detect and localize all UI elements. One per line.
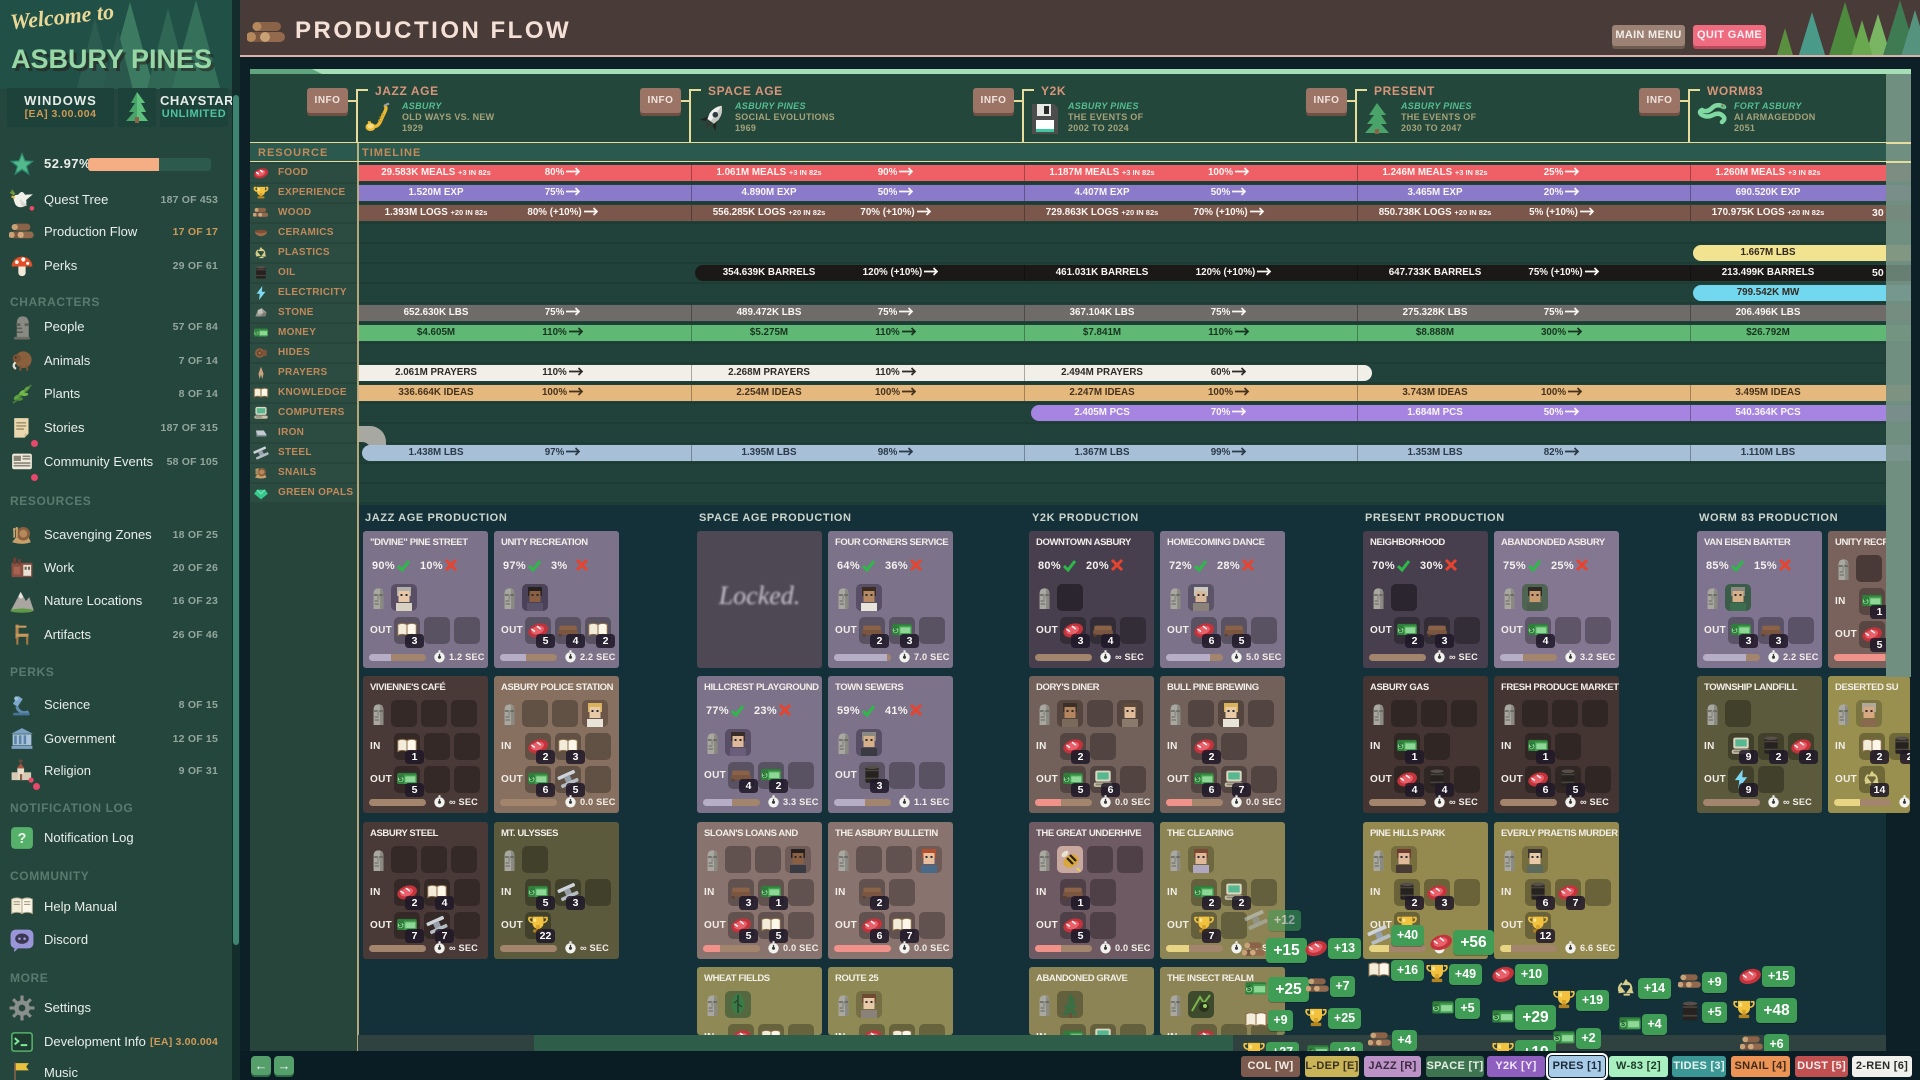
svg-text:$: $ [763, 889, 767, 896]
svg-text:$: $ [1247, 984, 1251, 993]
svg-text:$: $ [399, 776, 403, 783]
svg-text:$: $ [1494, 1012, 1498, 1021]
svg-text:$: $ [1399, 627, 1403, 634]
svg-text:$: $ [763, 772, 767, 779]
svg-text:$: $ [1434, 1003, 1438, 1012]
svg-text:$: $ [1065, 1034, 1069, 1035]
svg-text:$: $ [1065, 776, 1069, 783]
svg-text:$: $ [1733, 627, 1737, 634]
svg-text:$: $ [1864, 598, 1868, 605]
svg-text:$: $ [894, 627, 898, 634]
svg-text:$: $ [530, 889, 534, 896]
svg-text:$: $ [1530, 743, 1534, 750]
svg-text:$: $ [1555, 1033, 1559, 1042]
svg-text:$: $ [530, 776, 534, 783]
svg-text:$: $ [1196, 776, 1200, 783]
svg-text:$: $ [255, 330, 258, 336]
svg-text:$: $ [1196, 889, 1200, 896]
svg-text:$: $ [1530, 627, 1534, 634]
svg-text:$: $ [399, 922, 403, 929]
svg-text:?: ? [18, 831, 27, 847]
svg-text:$: $ [1621, 1019, 1625, 1028]
svg-text:$: $ [1399, 743, 1403, 750]
